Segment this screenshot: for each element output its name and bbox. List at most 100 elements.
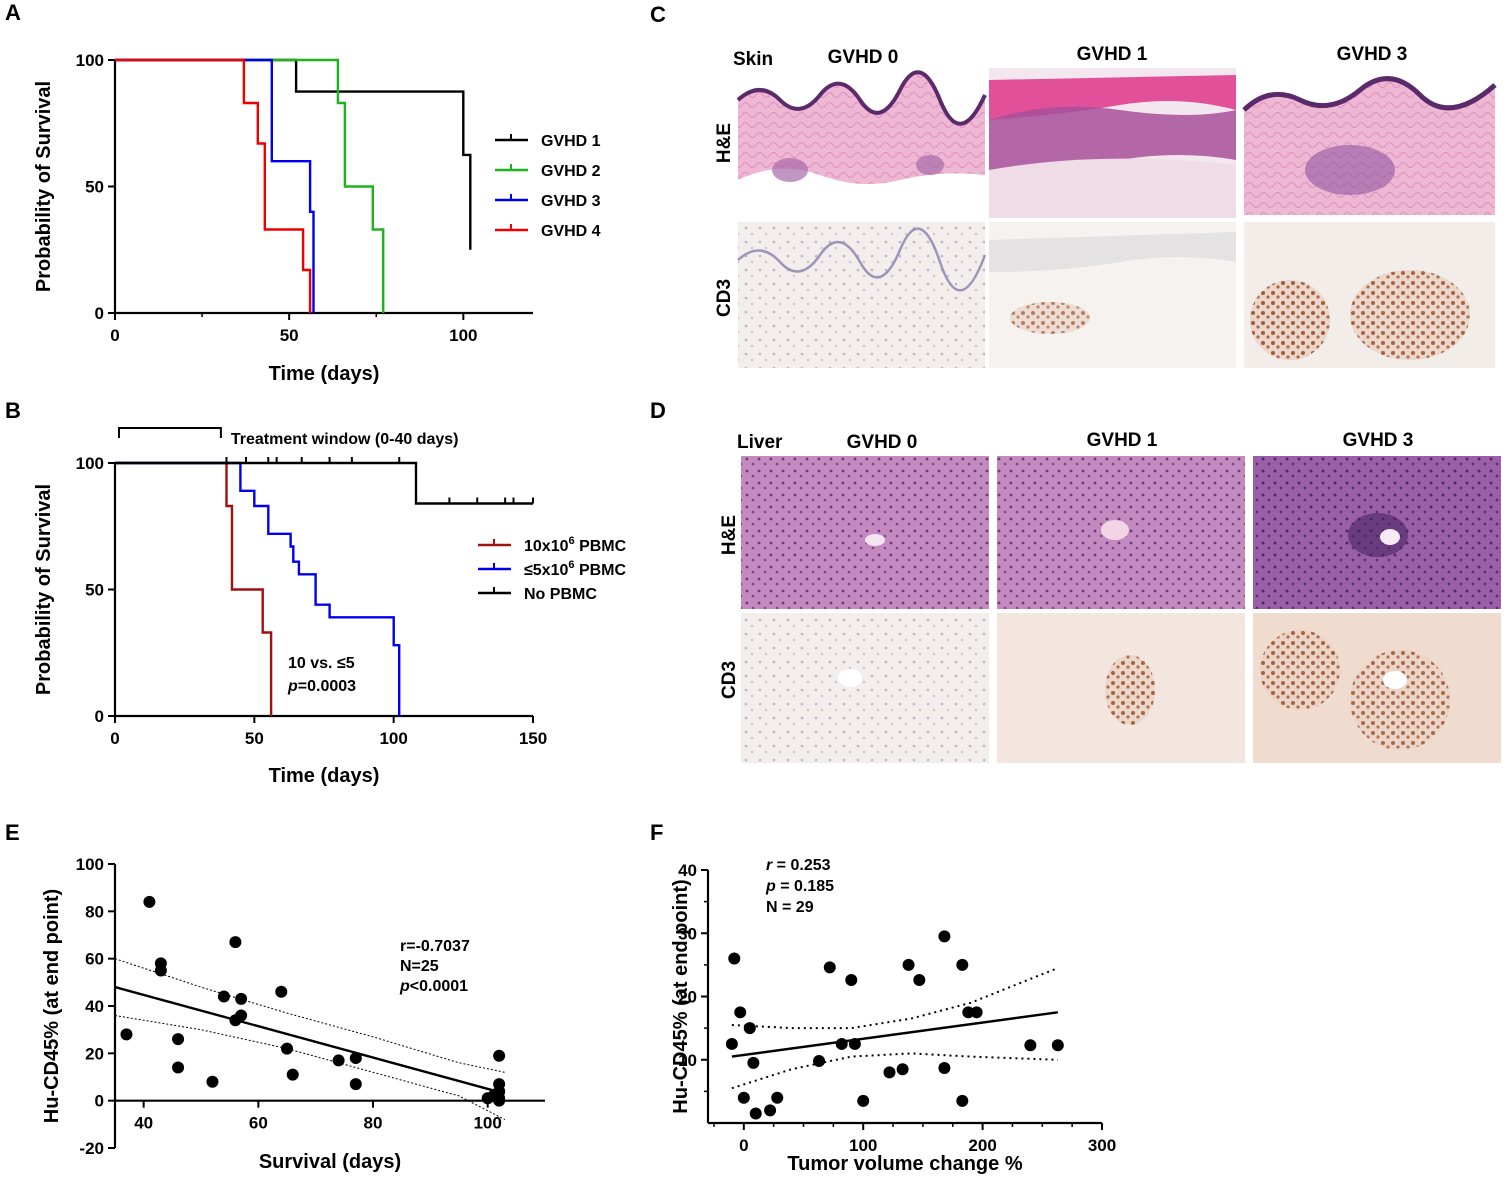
panel-c-tissue-label: Skin — [733, 49, 773, 70]
panel-b-x-tick-label: 50 — [245, 729, 264, 748]
panel-e-regression-line — [114, 985, 506, 1095]
panel-a-chart: 0 50 100 0 50 100 Time (days) Probability of Su… — [33, 51, 601, 385]
panel-e-y-tick-label: 20 — [85, 1044, 104, 1063]
panel-f-x-tick-label: 0 — [739, 1136, 748, 1155]
panel-a: A 0 50 100 0 50 100 Time (days) Probability of … — [5, 0, 601, 385]
panel-e-y-tick-label: 60 — [85, 950, 104, 969]
panel-b-treatment-label: Treatment window (0-40 days) — [231, 431, 459, 448]
panel-e-annotation: r=-0.7037 — [400, 938, 470, 955]
skin-he-gvhd0-image — [736, 68, 987, 218]
panel-f-point — [938, 930, 951, 943]
panel-f-point — [747, 1056, 760, 1069]
panel-b-annotation: 10 vs. ≤5 — [288, 655, 355, 672]
panel-e-y-tick-label: 0 — [95, 1092, 104, 1111]
panel-f: F 10 20 30 40 0 100 200 300 Tumor volume change … — [650, 820, 1116, 1175]
panel-f-regression-line — [731, 1011, 1058, 1058]
panel-e: E -20 0 20 40 60 80 100 40 60 80 100 Survival (days… — [5, 820, 545, 1173]
panel-a-series-line — [115, 58, 385, 313]
panel-c: C Skin GVHD 0 GVHD 1 GVHD 3 H&E CD3 — [650, 2, 1497, 368]
panel-f-point — [1024, 1039, 1037, 1052]
panel-b-legend-label: No PBMC — [524, 586, 597, 603]
panel-f-point — [913, 974, 926, 987]
panel-f-point — [823, 961, 836, 974]
panel-b-series-line — [115, 461, 533, 505]
panel-e-y-tick-label: 80 — [85, 902, 104, 921]
panel-e-annotation: p<0.0001 — [399, 978, 468, 995]
panel-d-tissue-label: Liver — [737, 432, 783, 453]
panel-f-point — [728, 952, 741, 965]
panel-f-point — [813, 1055, 826, 1068]
panel-f-x-axis-label: Tumor volume change % — [787, 1153, 1022, 1175]
liver-he-gvhd1-image — [997, 456, 1245, 609]
panel-a-legend-label: GVHD 4 — [541, 223, 601, 240]
panel-f-y-tick-label: 40 — [678, 861, 697, 880]
panel-b-y-tick-label: 50 — [85, 581, 104, 600]
panel-e-x-axis-label: Survival (days) — [259, 1151, 401, 1173]
panel-e-ci-upper — [114, 958, 506, 1073]
panel-a-y-tick-label: 100 — [76, 51, 104, 70]
liver-cd3-gvhd0-image — [741, 613, 989, 763]
panel-f-point — [734, 1006, 747, 1019]
panel-b-x-axis-label: Time (days) — [269, 765, 380, 787]
panel-d-column-label: GVHD 0 — [847, 432, 918, 453]
panel-e-point — [349, 1052, 362, 1065]
panel-f-point — [848, 1037, 861, 1050]
panel-f-point — [835, 1037, 848, 1050]
panel-f-ci-upper — [731, 967, 1059, 1030]
panel-e-y-tick-label: -20 — [79, 1139, 104, 1158]
panel-b-legend-label: 10x106 PBMC — [524, 535, 627, 555]
liver-cd3-gvhd3-image — [1253, 613, 1501, 763]
panel-e-point — [229, 936, 242, 949]
panel-f-letter: F — [650, 820, 663, 845]
panel-e-x-tick-label: 40 — [134, 1114, 153, 1133]
panel-f-point — [938, 1061, 951, 1074]
panel-b-y-tick-label: 100 — [76, 454, 104, 473]
panel-b-treatment-bracket — [118, 427, 222, 438]
panel-a-x-tick-label: 50 — [280, 326, 299, 345]
panel-f-point — [962, 1006, 975, 1019]
panel-a-legend-label: GVHD 2 — [541, 163, 601, 180]
panel-f-point — [764, 1104, 777, 1117]
skin-cd3-gvhd1-image — [989, 222, 1236, 368]
panel-f-chart: 10 20 30 40 0 100 200 300 Tumor volume change % H… — [670, 857, 1116, 1175]
panel-e-point — [235, 992, 248, 1005]
panel-a-legend-label: GVHD 3 — [541, 193, 601, 210]
panel-f-annotation: N = 29 — [766, 899, 814, 916]
panel-e-point — [206, 1075, 219, 1088]
panel-b-x-tick-label: 100 — [379, 729, 407, 748]
panel-f-point — [1051, 1039, 1064, 1052]
panel-d: D Liver GVHD 0 GVHD 1 GVHD 3 H&E CD3 — [650, 398, 1501, 763]
panel-b: B 0 50 100 0 50 100 150 Time (days) Probability … — [5, 398, 627, 787]
panel-c-column-label: GVHD 0 — [828, 47, 899, 68]
panel-c-column-label: GVHD 3 — [1337, 44, 1408, 65]
panel-a-y-tick-label: 50 — [85, 178, 104, 197]
panel-f-point — [743, 1022, 756, 1035]
panel-e-point — [493, 1094, 506, 1107]
panel-e-point — [286, 1068, 299, 1081]
panel-f-point — [749, 1107, 762, 1120]
panel-b-x-tick-label: 150 — [519, 729, 547, 748]
panel-b-chart: 0 50 100 0 50 100 150 Time (days) Probability of… — [33, 427, 627, 787]
panel-f-point — [956, 1094, 969, 1107]
panel-c-row-label: H&E — [714, 123, 735, 163]
panel-a-x-tick-label: 100 — [449, 326, 477, 345]
panel-e-chart: -20 0 20 40 60 80 100 40 60 80 100 Survival (days) H… — [41, 855, 545, 1173]
panel-f-annotation: p = 0.185 — [765, 878, 834, 895]
panel-d-row-label: CD3 — [719, 661, 740, 699]
skin-cd3-gvhd3-image — [1244, 222, 1495, 368]
skin-cd3-gvhd0-image — [737, 222, 987, 368]
panel-e-point — [217, 990, 230, 1003]
panel-f-x-tick-label: 300 — [1088, 1136, 1116, 1155]
panel-e-point — [235, 1009, 248, 1022]
skin-he-gvhd1-image — [989, 68, 1236, 218]
panel-f-y-tick-label: 20 — [678, 988, 697, 1007]
panel-a-series-line — [115, 58, 312, 313]
panel-e-point — [172, 1061, 185, 1074]
panel-f-annotation: r = 0.253 — [766, 857, 831, 874]
panel-b-series-line — [115, 461, 273, 716]
panel-b-letter: B — [5, 398, 21, 423]
panel-f-point — [845, 974, 858, 987]
panel-f-point — [771, 1091, 784, 1104]
panel-e-ci-lower — [114, 1015, 506, 1121]
panel-d-letter: D — [650, 398, 666, 423]
